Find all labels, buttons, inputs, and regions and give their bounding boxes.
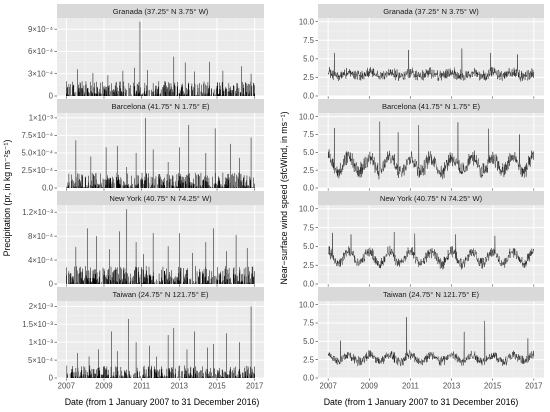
strip-background bbox=[318, 99, 544, 113]
precipitation-series bbox=[66, 209, 255, 284]
strip-background bbox=[318, 4, 544, 18]
strip-background bbox=[57, 4, 264, 18]
panel-precip-taiwan: Taiwan (24.75° N 121.75° E) 0 5×10⁻⁴ 1×10⁻³… bbox=[22, 287, 264, 391]
y-tick-label: 0 bbox=[49, 92, 54, 101]
strip-background bbox=[57, 287, 264, 301]
x-tick-label: 2011 bbox=[133, 382, 150, 391]
strip-background bbox=[57, 99, 264, 113]
wind-speed-series bbox=[327, 121, 535, 180]
y-tick-label: 5.0×10⁻⁴ bbox=[21, 149, 53, 158]
wind-y-axis-title: Near−surface wind speed (sfcWind, in ms⁻… bbox=[279, 111, 289, 284]
precipitation-series bbox=[66, 117, 255, 188]
strip-background bbox=[57, 191, 264, 205]
strip-label: Taiwan (24.75° N 121.75° E) bbox=[383, 290, 479, 299]
y-tick-label: 2.5 bbox=[303, 73, 315, 82]
wind-speed-series bbox=[328, 231, 535, 270]
y-tick-label: 0 bbox=[49, 374, 54, 383]
panel-wind-taiwan: Taiwan (24.75° N 121.75° E) 0.0 2.5 5.0 7.5 1… bbox=[299, 287, 544, 391]
y-tick-label: 2.5×10⁻⁴ bbox=[21, 166, 53, 175]
y-tick-label: 7.5×10⁻⁴ bbox=[21, 131, 53, 140]
strip-label: Barcelona (41.75° N 1.75° E) bbox=[111, 102, 210, 111]
x-tick-label: 2009 bbox=[361, 382, 378, 391]
panel-wind-granada: Granada (37.25° N 3.75° W) 0.0 2.5 5.0 7.5 10… bbox=[299, 4, 544, 101]
precipitation-y-axis-title: Precipitation (pr, in kg m⁻²s⁻¹) bbox=[2, 140, 12, 257]
precipitation-series bbox=[66, 21, 255, 96]
y-tick-label: 0.0 bbox=[303, 92, 315, 101]
y-tick-label: 10.0 bbox=[299, 17, 315, 26]
strip-label: Taiwan (24.75° N 121.75° E) bbox=[113, 290, 209, 299]
strip-label: Barcelona (41.75° N 1.75° E) bbox=[382, 102, 481, 111]
strip-label: New York (40.75° N 74.25° W) bbox=[109, 194, 212, 203]
x-tick-label: 2015 bbox=[484, 382, 502, 391]
y-tick-label: 2.5 bbox=[303, 261, 315, 270]
wind-speed-series bbox=[328, 48, 535, 82]
y-tick-label: 2.5 bbox=[303, 355, 315, 364]
x-tick-label: 2007 bbox=[319, 382, 336, 391]
strip-label: Granada (37.25° N 3.75° W) bbox=[383, 7, 479, 16]
precipitation-x-axis-title: Date (from 1 January 2007 to 31 December… bbox=[65, 397, 260, 407]
y-tick-label: 1.2×10⁻³ bbox=[22, 208, 53, 217]
x-tick-label: 2007 bbox=[58, 382, 75, 391]
y-tick-label: 5.0 bbox=[303, 148, 315, 157]
y-tick-label: 9×10⁻⁴ bbox=[28, 25, 53, 34]
panel-precip-barcelona: Barcelona (41.75° N 1.75° E) 0.0 2.5×10⁻⁴ 5… bbox=[21, 99, 264, 193]
y-tick-label: 0.0 bbox=[303, 280, 315, 289]
precipitation-column: Granada (37.25° N 3.75° W) 0 3×10⁻⁴ 6×10⁻⁴ 9… bbox=[21, 4, 264, 391]
y-tick-label: 1×10⁻³ bbox=[29, 338, 54, 347]
strip-label: New York (40.75° N 74.25° W) bbox=[380, 194, 483, 203]
strip-label: Granada (37.25° N 3.75° W) bbox=[113, 7, 209, 16]
y-tick-label: 2.5 bbox=[303, 166, 315, 175]
y-tick-label: 2×10⁻³ bbox=[29, 302, 54, 311]
y-tick-label: 7.5 bbox=[303, 130, 315, 139]
panel-wind-new-york: New York (40.75° N 74.25° W) 0.0 2.5 5.0 7.5… bbox=[299, 191, 544, 289]
y-tick-label: 10.0 bbox=[299, 300, 315, 309]
strip-background bbox=[318, 287, 544, 301]
y-tick-label: 8×10⁻⁴ bbox=[28, 232, 53, 241]
x-tick-label: 2017 bbox=[525, 382, 542, 391]
y-tick-label: 7.5 bbox=[303, 36, 315, 45]
y-tick-label: 5×10⁻⁴ bbox=[28, 356, 53, 365]
x-tick-label: 2013 bbox=[171, 382, 188, 391]
y-tick-label: 10.0 bbox=[299, 112, 315, 121]
y-tick-label: 5.0 bbox=[303, 242, 315, 251]
x-tick-label: 2017 bbox=[246, 382, 263, 391]
y-tick-label: 6×10⁻⁴ bbox=[28, 47, 53, 56]
x-tick-label: 2011 bbox=[402, 382, 419, 391]
panel-precip-granada: Granada (37.25° N 3.75° W) 0 3×10⁻⁴ 6×10⁻⁴ 9… bbox=[28, 4, 264, 101]
y-tick-label: 7.5 bbox=[303, 319, 315, 328]
y-tick-label: 4×10⁻⁴ bbox=[28, 256, 53, 265]
y-tick-label: 0.0 bbox=[42, 184, 54, 193]
x-tick-label: 2009 bbox=[95, 382, 112, 391]
y-tick-label: 5.0 bbox=[303, 55, 315, 64]
panel-wind-barcelona: Barcelona (41.75° N 1.75° E) 0.0 2.5 5.0 7.5… bbox=[299, 99, 544, 193]
x-tick-label: 2015 bbox=[208, 382, 226, 391]
y-tick-label: 3×10⁻⁴ bbox=[28, 69, 53, 78]
precipitation-series bbox=[66, 306, 255, 378]
wind-speed-series bbox=[328, 316, 535, 367]
panel-precip-new-york: New York (40.75° N 74.25° W) 0 4×10⁻⁴ 8×10⁻… bbox=[22, 191, 264, 289]
strip-background bbox=[318, 191, 544, 205]
y-tick-label: 5.0 bbox=[303, 337, 315, 346]
x-tick-label: 2013 bbox=[443, 382, 460, 391]
y-tick-label: 1×10⁻³ bbox=[29, 114, 54, 123]
wind-speed-column: Granada (37.25° N 3.75° W) 0.0 2.5 5.0 7.5 10… bbox=[299, 4, 544, 391]
wind-x-axis-title: Date (from 1 January 2007 to 31 December… bbox=[324, 397, 519, 407]
y-tick-label: 0.0 bbox=[303, 374, 315, 383]
y-tick-label: 7.5 bbox=[303, 223, 315, 232]
y-tick-label: 1.5×10⁻³ bbox=[22, 320, 53, 329]
y-tick-label: 0 bbox=[49, 280, 54, 289]
y-tick-label: 10.0 bbox=[299, 204, 315, 213]
y-tick-label: 0.0 bbox=[303, 184, 315, 193]
